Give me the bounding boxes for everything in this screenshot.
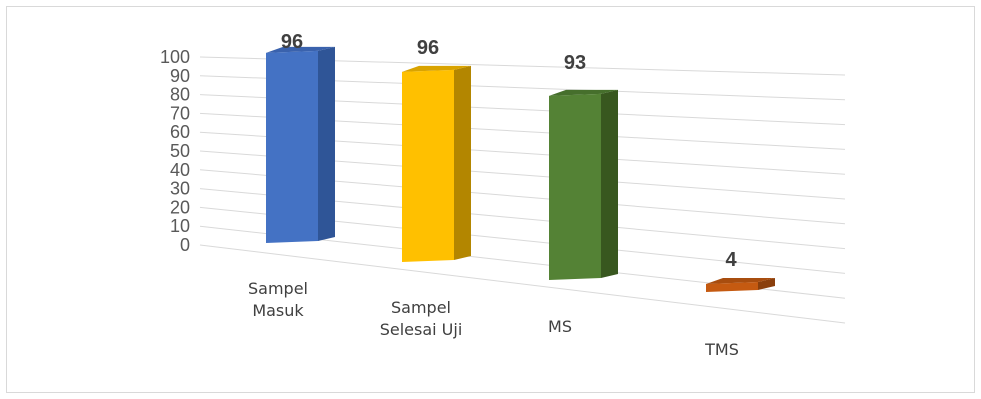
category-label-line: Sampel [248,279,308,298]
y-tick-label: 0 [180,235,190,255]
category-labels: Sampel Masuk Sampel Selesai Uji MS TMS [248,279,739,359]
bar-4 [706,278,775,292]
category-label-line: TMS [704,340,739,359]
bar-front [402,69,454,262]
category-label: TMS [704,340,739,359]
bar-front [706,282,758,292]
y-tick-label: 70 [170,103,190,123]
y-tick-label: 10 [170,216,190,236]
y-tick-label: 30 [170,179,190,199]
y-tick-label: 40 [170,160,190,180]
category-label: Sampel Masuk [248,279,308,320]
bars [266,46,775,292]
data-label: 4 [725,249,737,271]
y-tick-label: 20 [170,197,190,217]
data-labels: 96 96 93 4 [281,31,738,271]
y-tick-label: 100 [160,47,190,67]
bar-front [266,50,318,243]
bar-3 [549,89,618,280]
data-label: 93 [564,52,586,74]
chart-frame [6,6,975,393]
bar-side [601,89,618,278]
bar-side [454,65,471,260]
y-tick-label: 90 [170,66,190,86]
bar-side [318,46,335,241]
y-tick-label: 50 [170,141,190,161]
bar-1 [266,46,335,243]
bar-top [266,46,335,53]
category-label-line: MS [548,317,572,336]
category-label-line: Masuk [252,301,304,320]
category-label: MS [548,317,572,336]
category-label-line: Selesai Uji [380,320,463,339]
bar-2 [402,65,471,262]
bar-top [706,278,775,284]
data-label: 96 [281,31,303,53]
bar-front [549,93,601,280]
y-tick-label: 80 [170,85,190,105]
y-tick-label: 60 [170,122,190,142]
data-label: 96 [417,37,439,59]
category-label-line: Sampel [391,298,451,317]
gridline [199,244,846,324]
category-label: Sampel Selesai Uji [380,298,463,339]
bar-top [549,89,618,96]
bar-top [402,65,471,72]
